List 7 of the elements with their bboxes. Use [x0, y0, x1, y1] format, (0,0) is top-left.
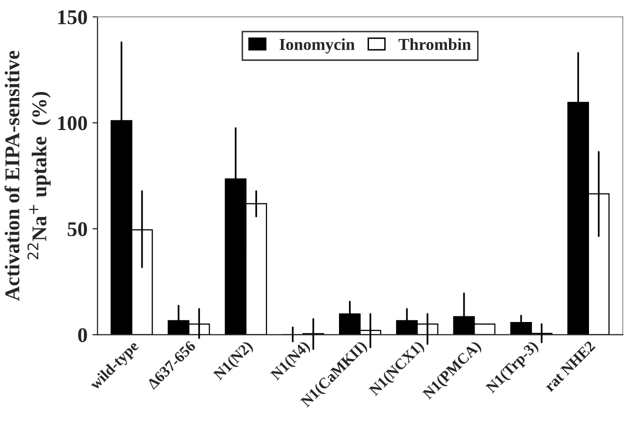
y-tick-label: 0 [78, 328, 87, 342]
y-tick-label: 50 [68, 222, 87, 236]
y-tick-label: 150 [58, 10, 87, 24]
y-tick-label: 100 [58, 116, 87, 130]
legend-label: Thrombin [398, 38, 471, 50]
legend-label: Ionomycin [280, 38, 355, 54]
y-axis-title: Activation of EIPA-sensitive $^{22}$Na$^{+}$ uptake (%) [4, 50, 51, 301]
